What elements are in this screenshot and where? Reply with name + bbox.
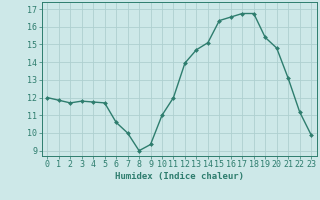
X-axis label: Humidex (Indice chaleur): Humidex (Indice chaleur) xyxy=(115,172,244,181)
